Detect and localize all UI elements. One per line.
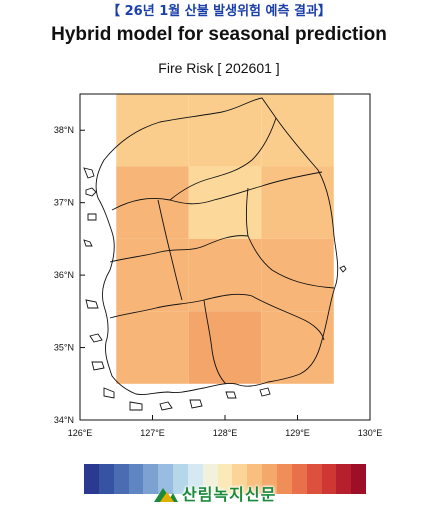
- colorbar-swatch: [247, 464, 263, 494]
- colorbar-swatch: [262, 464, 277, 494]
- colorbar-swatch: [128, 464, 144, 494]
- x-tick-label: 127°E: [140, 428, 165, 438]
- colorbar-swatch: [321, 464, 337, 494]
- coastline-and-boundaries: [83, 97, 347, 411]
- colorbar-swatch: [187, 464, 203, 494]
- colorbar-swatch: [291, 464, 307, 494]
- x-tick-label: 126°E: [68, 428, 93, 438]
- risk-grid: [116, 94, 334, 384]
- risk-cell: [116, 238, 189, 312]
- publisher-logo: 산림녹지신문: [150, 480, 280, 506]
- y-tick-label: 37°N: [54, 198, 74, 208]
- y-tick-label: 36°N: [54, 270, 74, 280]
- report-header: 【 26년 1월 산불 발생위험 예측 결과】: [0, 0, 438, 22]
- x-tick-label: 129°E: [285, 428, 310, 438]
- report-header-text: 【 26년 1월 산불 발생위험 예측 결과】: [107, 4, 331, 19]
- y-tick-label: 34°N: [54, 415, 74, 425]
- y-tick-label: 35°N: [54, 343, 74, 353]
- colorbar-swatch: [84, 464, 99, 494]
- risk-cell: [261, 311, 334, 384]
- colorbar-swatch: [143, 464, 159, 494]
- publisher-name: 산림녹지신문: [182, 485, 277, 504]
- risk-cell: [188, 311, 262, 384]
- colorbar-swatch: [232, 464, 248, 494]
- colorbar: [84, 464, 367, 494]
- x-axis: 126°E 127°E 128°E 129°E 130°E: [68, 415, 383, 438]
- colorbar-swatch: [351, 464, 367, 494]
- risk-cell: [261, 94, 334, 167]
- colorbar-swatch: [202, 464, 218, 494]
- y-tick-label: 38°N: [54, 125, 74, 135]
- x-tick-label: 128°E: [213, 428, 238, 438]
- colorbar-swatch: [173, 464, 188, 494]
- colorbar-swatch: [113, 464, 129, 494]
- risk-cell: [188, 166, 262, 239]
- y-axis: 38°N 37°N 36°N 35°N 34°N: [54, 125, 85, 425]
- map-subtitle: Fire Risk [ 202601 ]: [158, 60, 280, 76]
- risk-cell: [116, 311, 189, 384]
- x-tick-label: 130°E: [358, 428, 383, 438]
- map-title: Hybrid model for seasonal prediction: [51, 24, 387, 45]
- colorbar-swatch: [276, 464, 292, 494]
- risk-cell: [188, 238, 262, 312]
- colorbar-swatch: [336, 464, 352, 494]
- risk-cell: [261, 238, 334, 312]
- mountain-icon: [154, 488, 178, 502]
- colorbar-swatch: [217, 464, 233, 494]
- risk-cell: [261, 166, 334, 239]
- colorbar-swatch: [306, 464, 322, 494]
- risk-cell: [188, 94, 262, 167]
- risk-cell: [116, 94, 189, 167]
- colorbar-swatch: [158, 464, 174, 494]
- colorbar-swatch: [98, 464, 114, 494]
